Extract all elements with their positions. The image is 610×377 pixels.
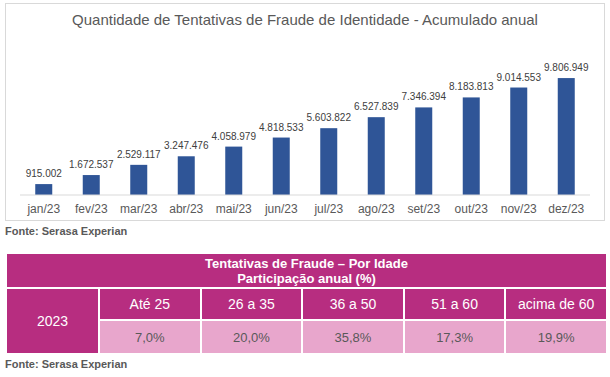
bar [273, 138, 290, 195]
bar [463, 97, 480, 195]
x-tick-label: dez/23 [548, 202, 584, 216]
table-cell: 20,0% [201, 320, 303, 354]
chart-title: Quantidade de Tentativas de Fraude de Id… [72, 11, 538, 28]
x-tick-label: nov/23 [501, 202, 537, 216]
data-label: 4.058.979 [212, 131, 257, 142]
title-row: Tentativas de Fraude – Por IdadeParticip… [6, 253, 607, 288]
chart: Quantidade de Tentativas de Fraude de Id… [0, 0, 610, 225]
x-tick-label: set/23 [407, 202, 440, 216]
x-tick-label: jan/23 [26, 202, 60, 216]
table-cell: 35,8% [302, 320, 404, 354]
data-label: 1.672.537 [69, 159, 114, 170]
bar [178, 156, 195, 195]
data-label: 7.346.394 [402, 91, 447, 102]
bar [225, 147, 242, 195]
data-label: 2.529.117 [117, 149, 161, 160]
x-axis-line [20, 195, 590, 196]
data-label: 9.806.949 [544, 62, 589, 73]
x-tick-label: jul/23 [313, 202, 343, 216]
bar [368, 117, 385, 195]
x-tick-label: jun/23 [264, 202, 298, 216]
x-tick-label: mai/23 [216, 202, 252, 216]
table-cell: 17,3% [404, 320, 506, 354]
column-header: acima de 60 [505, 288, 607, 320]
data-label: 9.014.553 [497, 72, 542, 83]
source: Fonte: Serasa Experian [5, 225, 127, 237]
data-label: 3.247.476 [164, 140, 209, 151]
table-cell: 19,9% [505, 320, 607, 354]
x-tick-label: abr/23 [169, 202, 203, 216]
column-header: Até 25 [99, 288, 201, 320]
table: Tentativas de Fraude – Por IdadeParticip… [5, 252, 608, 355]
x-tick-label: fev/23 [75, 202, 108, 216]
bar [558, 78, 575, 195]
bar [35, 184, 52, 195]
x-tick-label: mar/23 [120, 202, 158, 216]
x-tick-label: ago/23 [358, 202, 395, 216]
bar [510, 88, 527, 195]
row-header: 2023 [6, 288, 99, 354]
table-title-line: Participação anual (%) [7, 271, 606, 286]
x-tick-label: out/23 [455, 202, 489, 216]
table-title-line: Tentativas de Fraude – Por Idade [7, 256, 606, 271]
data-label: 4.818.533 [259, 122, 304, 133]
column-header: 36 a 50 [302, 288, 404, 320]
bar [415, 107, 432, 195]
data-label: 6.527.839 [354, 101, 399, 112]
bar [130, 165, 147, 195]
column-header: 51 a 60 [404, 288, 506, 320]
data-label: 915.002 [26, 168, 63, 179]
source: Fonte: Serasa Experian [5, 358, 127, 370]
chart-frame [6, 4, 605, 221]
bar [320, 128, 337, 195]
table-title: Tentativas de Fraude – Por IdadeParticip… [6, 253, 607, 288]
data-label: 5.603.822 [307, 112, 352, 123]
bar [83, 175, 100, 195]
table-cell: 7,0% [99, 320, 201, 354]
bars [35, 78, 575, 195]
header-row: 2023Até 2526 a 3536 a 5051 a 60acima de … [6, 288, 607, 320]
data-label: 8.183.813 [449, 81, 494, 92]
column-header: 26 a 35 [201, 288, 303, 320]
